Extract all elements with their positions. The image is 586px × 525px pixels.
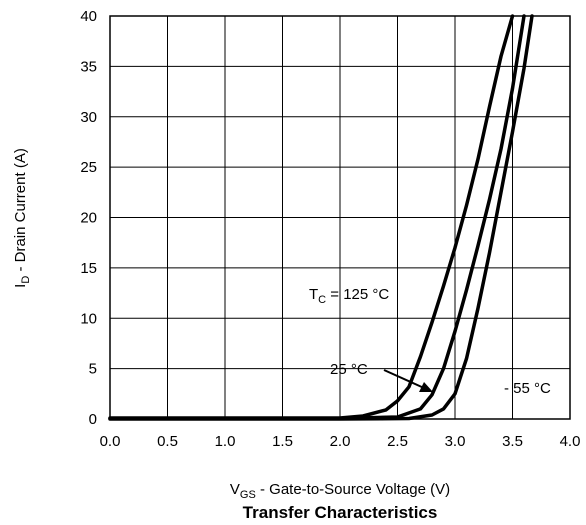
x-tick-label: 3.0: [445, 433, 466, 450]
grid-lines: [110, 16, 570, 419]
x-tick-label: 2.0: [330, 433, 351, 450]
x-axis-title-sub: GS: [240, 489, 256, 501]
y-tick-label: 25: [80, 159, 97, 176]
x-tick-label: 0.5: [157, 433, 178, 450]
plot-frame: [109, 15, 571, 420]
x-axis-title-main: V: [230, 481, 240, 498]
tick-labels: 0.0 0.5 1.0 1.5 2.0 2.5 3.0 3.5 4.0 0 5 10 15 20 25 30 3…: [80, 8, 580, 450]
annotation-tc125-main: T: [309, 286, 318, 303]
annotation-tc125: TC = 125 °C: [309, 286, 389, 306]
annotation-tc125-rest: = 125 °C: [326, 286, 389, 303]
y-axis-title-rest: - Drain Current (A): [12, 148, 29, 276]
x-tick-label: 2.5: [387, 433, 408, 450]
x-tick-label: 1.0: [215, 433, 236, 450]
y-axis-title-sub: D: [20, 276, 32, 284]
x-tick-label: 4.0: [560, 433, 581, 450]
x-tick-label: 0.0: [100, 433, 121, 450]
y-axis-title: ID - Drain Current (A): [12, 148, 32, 288]
annotation-minus55c: - 55 °C: [504, 380, 551, 397]
y-tick-label: 10: [80, 310, 97, 327]
annotation-25c-arrow: [383, 369, 425, 389]
arrowhead-icon: [419, 382, 433, 392]
x-axis-title: VGS - Gate-to-Source Voltage (V): [230, 481, 450, 501]
y-tick-label: 0: [89, 411, 97, 428]
y-tick-label: 20: [80, 210, 97, 227]
annotation-tc125-sub: C: [318, 294, 326, 306]
x-axis-title-rest: - Gate-to-Source Voltage (V): [256, 481, 450, 498]
x-tick-label: 1.5: [272, 433, 293, 450]
y-tick-label: 5: [89, 361, 97, 378]
y-tick-label: 35: [80, 58, 97, 75]
y-tick-label: 15: [80, 260, 97, 277]
y-tick-label: 30: [80, 109, 97, 126]
y-tick-label: 40: [80, 8, 97, 25]
y-axis-title-main: I: [12, 284, 29, 288]
chart-title: Transfer Characteristics: [243, 503, 438, 522]
annotation-25c: 25 °C: [330, 361, 368, 378]
x-tick-label: 3.5: [502, 433, 523, 450]
